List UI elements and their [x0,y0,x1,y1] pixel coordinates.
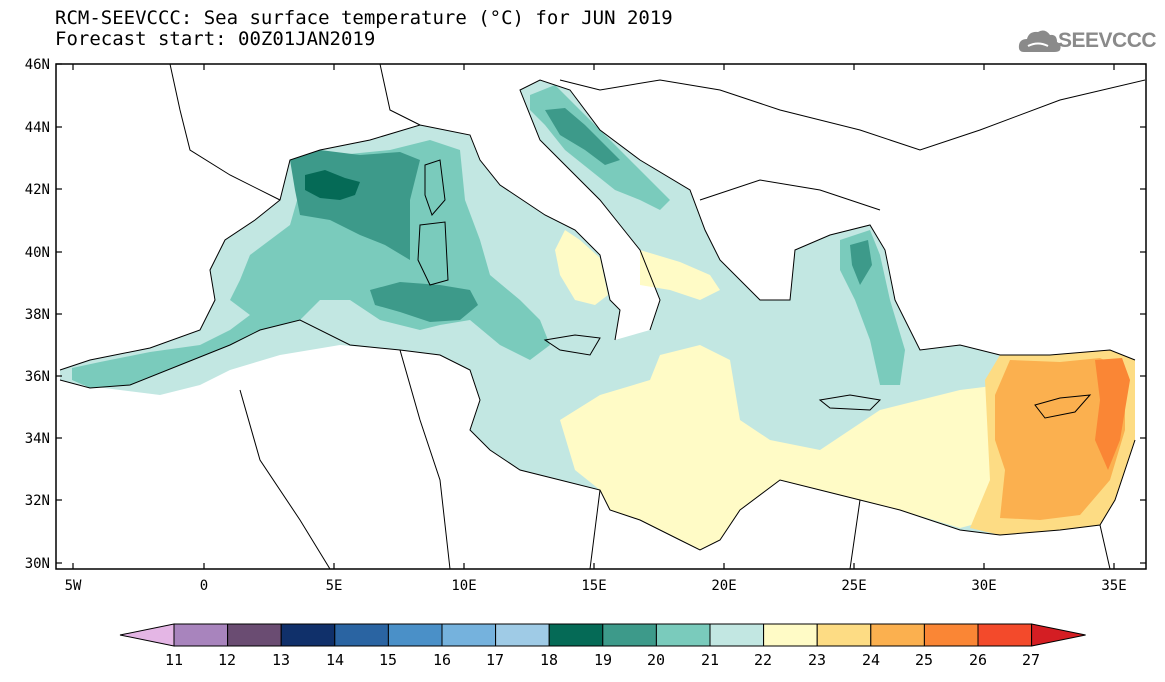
lat-label-34n: 34N [25,431,50,447]
colorbar-swatch-14 [870,623,925,647]
colorbar-swatch-9 [602,623,657,647]
lat-label-44n: 44N [25,120,50,136]
colorbar-label-12: 12 [218,651,236,669]
colorbar-label-22: 22 [754,651,772,669]
lon-label-25e: 25E [841,578,866,594]
colorbar-swatch-8 [548,623,604,647]
colorbar-label-13: 13 [272,651,290,669]
lat-label-30n: 30N [25,556,50,572]
colorbar-swatch-16 [977,623,1033,647]
colorbar-label-16: 16 [433,651,451,669]
sst-levantine-26 [1095,358,1130,470]
sea-surface-temperature-field [60,80,1135,550]
sst-adriatic-19 [545,108,620,165]
sst-central-23 [560,345,1000,550]
latitude-axis: 46N 44N 42N 40N 38N 36N 34N 32N 30N [25,57,1146,572]
sst-sardinia-channel-19 [370,282,478,322]
lon-label-5e: 5E [326,578,343,594]
sst-west-20 [72,140,550,388]
colorbar-swatch-11 [709,623,765,647]
colorbar-label-18: 18 [540,651,558,669]
map-title: RCM-SEEVCCC: Sea surface temperature (°C… [55,8,673,50]
lat-label-36n: 36N [25,369,50,385]
colorbar-swatch-2 [227,623,282,647]
colorbar-swatch-4 [334,623,389,647]
map-frame [55,63,1147,570]
colorbar-label-26: 26 [969,651,987,669]
lon-label-10e: 10E [451,578,476,594]
coastlines [59,64,1146,569]
lon-label-20e: 20E [711,578,736,594]
lat-label-40n: 40N [25,245,50,261]
colorbar [119,623,1086,647]
lon-label-0: 0 [200,578,208,594]
sst-ionian-23 [640,250,720,300]
lat-label-42n: 42N [25,182,50,198]
sst-levantine-25 [995,358,1125,520]
lon-label-5w: 5W [65,578,82,594]
colorbar-label-21: 21 [701,651,719,669]
colorbar-swatch-0 [119,623,175,647]
colorbar-swatch-5 [387,623,443,647]
sst-aegean-19 [850,240,872,285]
logo-text: SEEVCCC [1058,29,1157,52]
colorbar-labels: 11 12 13 14 15 16 17 18 19 20 21 22 23 2… [165,651,1040,669]
lon-label-35e: 35E [1101,578,1126,594]
colorbar-swatch-13 [816,623,872,647]
colorbar-label-14: 14 [326,651,344,669]
lat-label-46n: 46N [25,57,50,73]
colorbar-label-20: 20 [647,651,665,669]
lon-label-30e: 30E [971,578,996,594]
colorbar-swatch-7 [495,623,550,647]
colorbar-swatch-3 [280,623,336,647]
colorbar-swatch-12 [763,623,818,647]
colorbar-swatch-17 [1031,623,1086,647]
lat-label-38n: 38N [25,307,50,323]
colorbar-label-11: 11 [165,651,183,669]
colorbar-label-27: 27 [1022,651,1040,669]
colorbar-label-19: 19 [594,651,612,669]
longitude-axis: 5W 0 5E 10E 15E 20E 25E 30E 35E [65,64,1127,594]
title-line-1: RCM-SEEVCCC: Sea surface temperature (°C… [55,7,673,29]
cloud-logo-icon [1018,30,1061,52]
colorbar-swatch-1 [173,623,229,647]
colorbar-label-15: 15 [379,651,397,669]
colorbar-label-25: 25 [915,651,933,669]
colorbar-swatch-10 [655,623,711,647]
colorbar-swatch-15 [923,623,979,647]
title-line-2: Forecast start: 00Z01JAN2019 [55,28,376,50]
lon-label-15e: 15E [581,578,606,594]
colorbar-label-23: 23 [808,651,826,669]
colorbar-swatch-6 [441,623,497,647]
lat-label-32n: 32N [25,493,50,509]
sst-tyrrhenian-23 [555,230,608,305]
sst-gulf-of-lion-cold [305,170,360,200]
colorbar-label-24: 24 [862,651,880,669]
colorbar-label-17: 17 [486,651,504,669]
